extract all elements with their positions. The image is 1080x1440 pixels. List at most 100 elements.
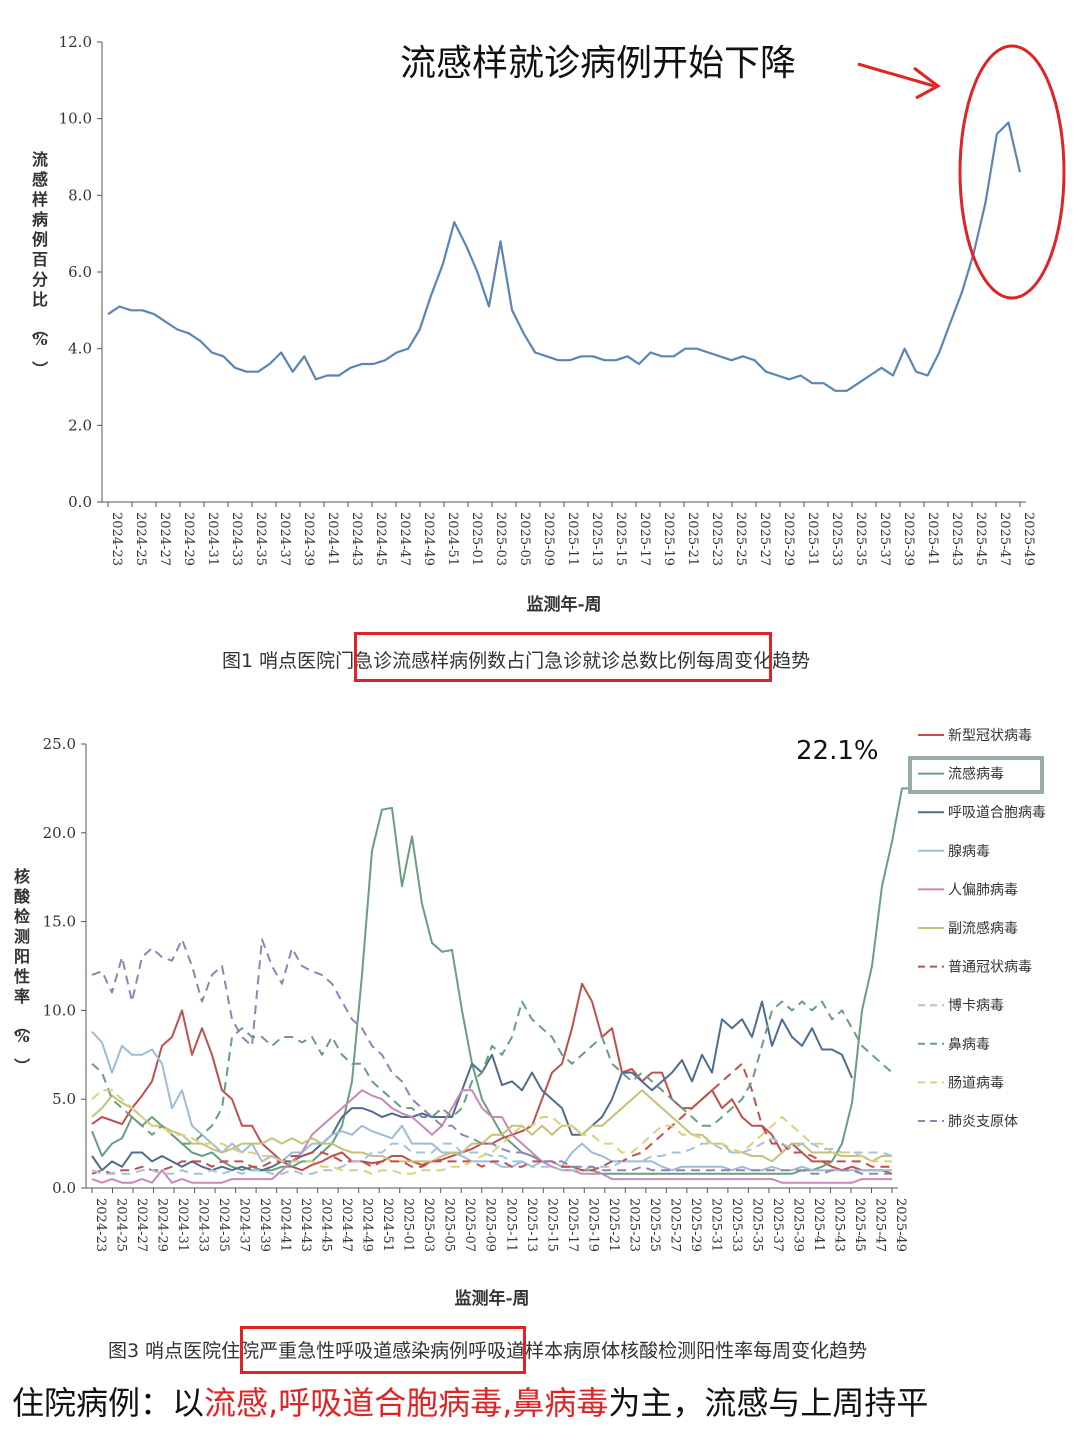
y-axis-title-char: 分: [32, 270, 48, 289]
x-tick-label: 2024-41: [325, 512, 340, 566]
x-tick-label: 2025-41: [811, 1198, 826, 1252]
x-tick-label: 2025-17: [637, 512, 652, 566]
y-axis-title-char: （: [30, 321, 49, 337]
x-tick-label: 2024-25: [133, 512, 148, 566]
y-tick-label: 25.0: [43, 735, 76, 753]
x-tick-label: 2024-45: [373, 512, 388, 566]
legend-label: 人偏肺病毒: [948, 882, 1018, 898]
legend-label: 新型冠状病毒: [948, 728, 1032, 744]
x-tick-label: 2025-31: [708, 1198, 723, 1252]
x-tick-label: 2024-47: [339, 1198, 354, 1252]
y-tick-label: 15.0: [43, 913, 76, 931]
y-tick-label: 20.0: [43, 824, 76, 842]
x-tick-label: 2024-37: [277, 512, 292, 566]
x-tick-label: 2025-21: [606, 1198, 621, 1252]
x-tick-label: 2025-05: [517, 512, 532, 566]
legend-label: 呼吸道合胞病毒: [948, 805, 1046, 821]
x-axis-title: 监测年-周: [526, 594, 601, 615]
x-tick-label: 2025-37: [770, 1198, 785, 1252]
series-line-7: [91, 1137, 893, 1175]
y-axis-title-char: 比: [32, 290, 48, 309]
x-tick-label: 2025-33: [729, 1198, 744, 1252]
x-tick-label: 2025-01: [401, 1198, 416, 1252]
annotation-ili-decline: 流感样就诊病例开始下降: [400, 43, 797, 84]
legend-highlight-box: [908, 756, 1044, 794]
x-tick-label: 2025-43: [949, 512, 964, 566]
legend-label: 流感病毒: [948, 766, 1004, 783]
x-tick-label: 2024-51: [445, 512, 460, 566]
summary-prefix: 住院病例：以: [12, 1384, 205, 1422]
x-tick-label: 2025-25: [647, 1198, 662, 1252]
y-tick-label: 10.0: [43, 1001, 76, 1019]
x-tick-label: 2025-43: [831, 1198, 846, 1252]
x-tick-label: 2025-13: [524, 1198, 539, 1252]
x-tick-label: 2025-49: [893, 1198, 908, 1252]
annotation-arrow-shaft: [857, 62, 935, 88]
series-line-4: [91, 1089, 892, 1184]
x-tick-label: 2025-07: [462, 1198, 477, 1252]
caption1-highlight-box: [354, 632, 772, 682]
y-axis-title-char: 病: [32, 210, 48, 229]
y-tick-label: 2.0: [68, 416, 92, 434]
legend-label: 鼻病毒: [948, 1036, 990, 1053]
x-tick-label: 2024-49: [360, 1198, 375, 1252]
y-axis-title-char: 百: [32, 250, 48, 269]
summary-suffix: 为主，流感与上周持平: [608, 1384, 929, 1422]
x-tick-label: 2024-51: [380, 1198, 395, 1252]
x-tick-label: 2025-15: [613, 512, 628, 566]
y-axis-title-char: ）: [30, 361, 49, 377]
x-tick-label: 2024-39: [301, 512, 316, 566]
x-tick-label: 2024-27: [134, 1198, 149, 1252]
y-axis-title-char: 性: [14, 967, 30, 986]
legend-label: 普通冠状病毒: [948, 960, 1032, 976]
series-line-6: [91, 1062, 892, 1175]
x-tick-label: 2025-03: [493, 512, 508, 566]
y-axis-title-char: 感: [32, 170, 48, 189]
y-tick-label: 8.0: [68, 186, 92, 204]
x-tick-label: 2024-33: [229, 512, 244, 566]
y-tick-label: 10.0: [59, 110, 92, 128]
x-tick-label: 2025-05: [442, 1198, 457, 1252]
x-tick-label: 2025-01: [469, 512, 484, 566]
y-axis-title-char: 核: [14, 867, 30, 886]
x-tick-label: 2025-13: [589, 512, 604, 566]
x-tick-label: 2025-35: [749, 1198, 764, 1252]
x-tick-label: 2025-29: [781, 512, 796, 566]
x-tick-label: 2024-37: [237, 1198, 252, 1252]
y-axis-title-char: 酸: [14, 887, 31, 906]
series-line-8: [91, 1000, 893, 1145]
x-tick-label: 2025-31: [805, 512, 820, 566]
x-tick-label: 2024-31: [205, 512, 220, 566]
y-axis-title-char: %: [32, 330, 47, 349]
x-tick-label: 2025-47: [872, 1198, 887, 1252]
x-tick-label: 2025-49: [1021, 512, 1036, 566]
x-tick-label: 2025-11: [503, 1198, 518, 1252]
x-tick-label: 2025-09: [541, 512, 556, 566]
y-axis-title-char: ）: [12, 1058, 31, 1074]
y-axis-title-char: 样: [32, 190, 48, 209]
summary-highlight: 流感,呼吸道合胞病毒,鼻病毒: [204, 1384, 609, 1422]
y-axis-title: 核酸检测阳性率 （% ）: [12, 867, 31, 1074]
y-axis-title-char: 率: [14, 987, 30, 1006]
annotation-ellipse: [958, 44, 1066, 300]
x-axis-title: 监测年-周: [454, 1288, 529, 1309]
x-tick-label: 2025-33: [829, 512, 844, 566]
x-tick-label: 2024-39: [257, 1198, 272, 1252]
x-tick-label: 2025-39: [901, 512, 916, 566]
series-line-9: [91, 1089, 892, 1175]
y-axis-title-char: 阳: [14, 947, 30, 966]
x-tick-label: 2024-25: [114, 1198, 129, 1252]
x-tick-label: 2025-47: [997, 512, 1012, 566]
x-tick-label: 2025-09: [483, 1198, 498, 1252]
series-line-1: [91, 787, 912, 1175]
x-tick-label: 2024-45: [319, 1198, 334, 1252]
annotation-flu-peak-value: 22.1%: [796, 736, 879, 766]
caption3-highlight-box: [240, 1326, 526, 1374]
x-tick-label: 2025-17: [565, 1198, 580, 1252]
series-line-2: [91, 1000, 853, 1172]
x-tick-label: 2024-29: [181, 512, 196, 566]
y-tick-label: 12.0: [59, 33, 92, 51]
x-tick-label: 2025-19: [661, 512, 676, 566]
x-tick-label: 2024-27: [157, 512, 172, 566]
